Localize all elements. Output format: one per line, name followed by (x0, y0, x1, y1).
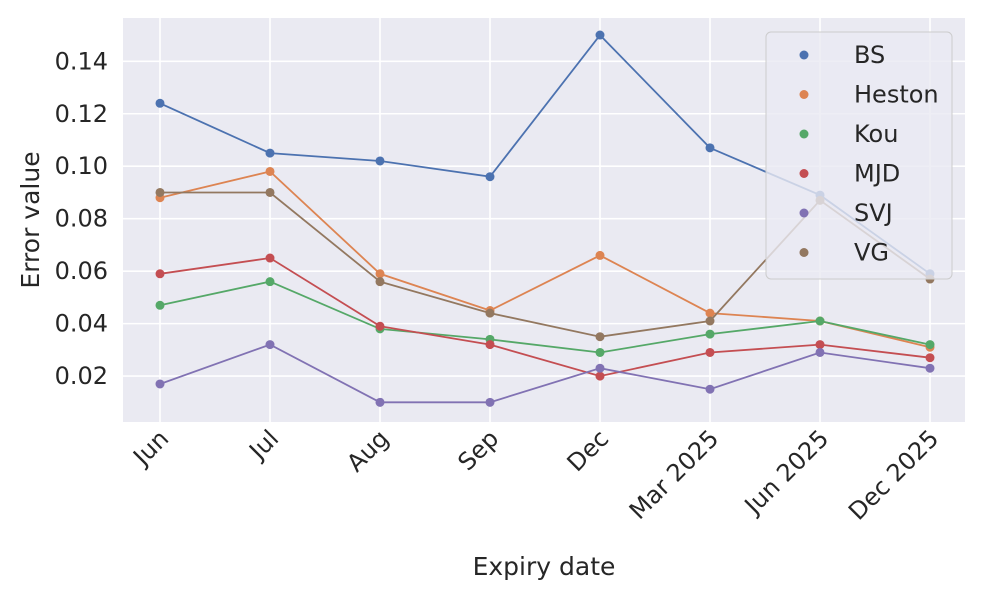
data-point-svj (155, 379, 165, 389)
data-point-vg (155, 187, 165, 197)
data-point-kou (155, 300, 165, 310)
data-point-vg (375, 277, 385, 287)
series-mjd (155, 253, 935, 381)
data-point-mjd (265, 253, 275, 263)
data-point-mjd (595, 371, 605, 381)
legend-box (765, 31, 953, 280)
data-point-mjd (375, 321, 385, 331)
data-point-kou (815, 316, 825, 326)
data-point-svj (485, 397, 495, 407)
legend-marker-kou (799, 129, 809, 139)
legend-marker-vg (799, 248, 809, 257)
y-tick-labels: 0.02 0.04 0.06 0.08 0.10 0.12 0.14 (55, 47, 108, 390)
legend-label-svj: SVJ (854, 199, 893, 227)
data-point-bs (705, 143, 715, 153)
legend-marker-heston (799, 90, 809, 99)
data-point-kou (265, 277, 275, 287)
legend: BS Heston Kou MJD SVJ VG (765, 31, 953, 280)
data-point-mjd (925, 353, 935, 363)
data-point-svj (925, 363, 935, 373)
x-axis-label: Expiry date (473, 552, 616, 581)
data-point-bs (595, 30, 605, 40)
data-point-svj (595, 363, 605, 373)
legend-marker-svj (799, 208, 809, 218)
x-tick-label: Jun 2025 (738, 424, 834, 520)
data-point-svj (265, 340, 275, 350)
y-tick-label: 0.10 (55, 152, 108, 180)
y-tick-label: 0.14 (55, 47, 108, 75)
series-line-kou (159, 280, 931, 354)
data-point-mjd (815, 340, 825, 350)
legend-label-kou: Kou (854, 120, 898, 148)
series-line-mjd (159, 257, 931, 378)
data-point-kou (925, 340, 935, 350)
series-kou (155, 277, 935, 357)
y-axis-label: Error value (16, 151, 45, 288)
data-point-vg (485, 308, 495, 318)
data-point-bs (155, 98, 165, 108)
x-tick-label: Jun (127, 424, 175, 472)
y-tick-label: 0.12 (55, 100, 108, 128)
data-point-heston (265, 166, 275, 176)
data-point-vg (265, 187, 275, 197)
y-tick-label: 0.04 (55, 310, 108, 338)
data-point-svj (815, 347, 825, 357)
x-tick-label: Dec 2025 (843, 424, 944, 525)
legend-label-mjd: MJD (854, 160, 900, 188)
data-point-vg (595, 332, 605, 342)
x-tick-label: Jul (243, 424, 285, 466)
data-point-heston (705, 308, 715, 318)
x-tick-label: Dec (562, 424, 615, 477)
data-point-heston (595, 250, 605, 260)
y-tick-label: 0.08 (55, 205, 108, 233)
y-tick-label: 0.02 (55, 362, 108, 390)
series-svj (155, 340, 935, 407)
data-point-mjd (155, 269, 165, 279)
legend-marker-mjd (799, 169, 809, 178)
data-point-kou (705, 329, 715, 339)
data-point-vg (705, 316, 715, 326)
data-point-svj (705, 384, 715, 394)
data-point-bs (265, 148, 275, 158)
legend-label-bs: BS (854, 41, 885, 69)
data-point-kou (595, 347, 605, 357)
x-tick-label: Mar 2025 (624, 424, 724, 524)
x-tick-label: Sep (452, 424, 504, 476)
legend-marker-bs (799, 50, 809, 60)
data-point-mjd (705, 347, 715, 357)
x-tick-label: Aug (341, 424, 394, 477)
data-point-heston (375, 269, 385, 279)
legend-label-heston: Heston (854, 81, 939, 109)
series-line-svj (159, 343, 931, 404)
y-tick-label: 0.06 (55, 257, 108, 285)
legend-label-vg: VG (854, 239, 889, 267)
data-point-mjd (485, 340, 495, 350)
x-tick-labels: Jun Jul Aug Sep Dec Mar 2025 Jun 2025 Dec 2025 (127, 424, 945, 525)
series-line-heston (159, 170, 931, 349)
data-point-bs (375, 156, 385, 166)
data-point-bs (485, 172, 495, 182)
data-point-svj (375, 397, 385, 407)
